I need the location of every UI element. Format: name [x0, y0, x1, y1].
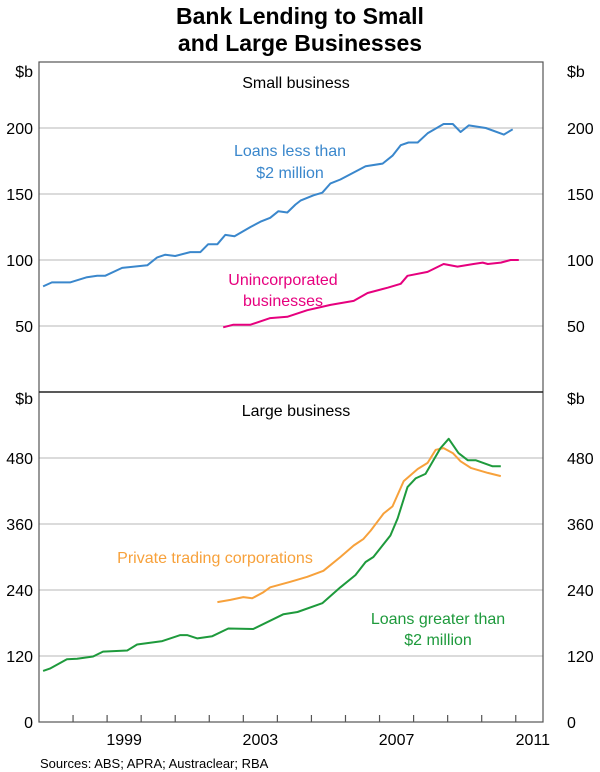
y-tick-right-0: 0 — [567, 715, 576, 732]
y-tick-left-240: 240 — [6, 583, 33, 600]
bottom-left-unit-label: $b — [15, 391, 33, 408]
y-tick-right-480: 480 — [567, 451, 594, 468]
y-tick-right-200: 200 — [567, 121, 594, 138]
top-left-unit-label: $b — [15, 64, 33, 81]
series-line-loans-less-than-2-million — [42, 123, 514, 288]
label-loans-less-than-2m-line-1: Loans less than — [234, 143, 346, 160]
panel-title-large-business: Large business — [242, 403, 351, 420]
y-tick-left-100: 100 — [6, 253, 33, 270]
series-line-private-trading-corporations — [217, 447, 502, 604]
y-tick-right-150: 150 — [567, 187, 594, 204]
label-unincorporated-line-1: Unincorporated — [228, 272, 337, 289]
label-private-trading-corporations: Private trading corporations — [117, 550, 313, 567]
x-tick-label-2003: 2003 — [243, 732, 279, 749]
x-tick-label-2011: 2011 — [516, 732, 551, 749]
sources-note: Sources: ABS; APRA; Austraclear; RBA — [40, 756, 269, 771]
y-tick-right-50: 50 — [567, 319, 585, 336]
y-tick-right-120: 120 — [567, 649, 594, 666]
series-line-loans-greater-than-2-million — [42, 437, 501, 672]
chart-title-line-1: Bank Lending to Small — [176, 3, 424, 29]
chart-title-line-2: and Large Businesses — [178, 30, 422, 56]
label-loans-less-than-2m-line-2: $2 million — [256, 165, 324, 182]
label-loans-greater-than-2m-line-2: $2 million — [404, 632, 472, 649]
y-tick-right-360: 360 — [567, 517, 594, 534]
y-tick-left-480: 480 — [6, 451, 33, 468]
top-right-unit-label: $b — [567, 64, 585, 81]
label-loans-greater-than-2m-line-1: Loans greater than — [371, 611, 505, 628]
y-tick-left-360: 360 — [6, 517, 33, 534]
y-tick-right-240: 240 — [567, 583, 594, 600]
y-tick-left-150: 150 — [6, 187, 33, 204]
x-tick-label-2007: 2007 — [379, 732, 415, 749]
series-line-unincorporated-businesses — [222, 259, 519, 329]
y-tick-right-100: 100 — [567, 253, 594, 270]
bottom-right-unit-label: $b — [567, 391, 585, 408]
panel-title-small-business: Small business — [242, 75, 350, 92]
x-tick-label-1999: 1999 — [106, 732, 142, 749]
label-unincorporated-line-2: businesses — [243, 293, 323, 310]
y-tick-left-120: 120 — [6, 649, 33, 666]
y-tick-left-50: 50 — [15, 319, 33, 336]
y-tick-left-200: 200 — [6, 121, 33, 138]
y-tick-left-0: 0 — [24, 715, 33, 732]
